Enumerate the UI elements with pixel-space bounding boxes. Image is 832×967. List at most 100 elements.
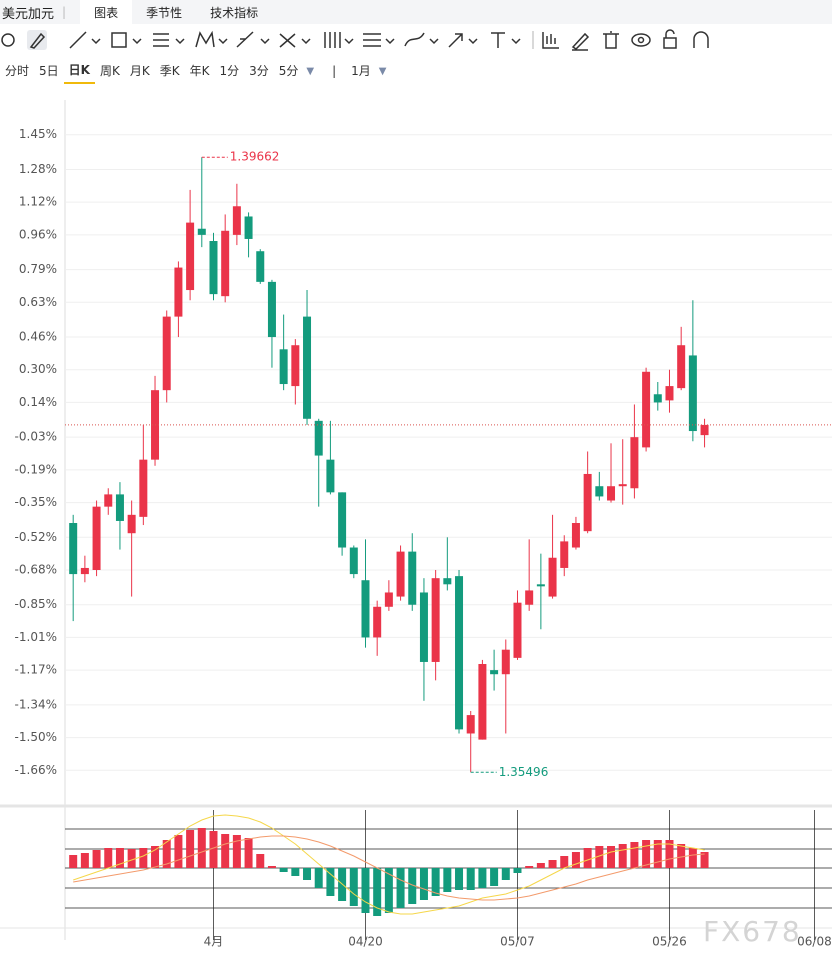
y-tick-label: -0.68% [15,563,57,577]
candle-body [490,670,499,675]
line-tool[interactable] [69,31,101,49]
dropdown-arrow[interactable]: ▼ [378,65,387,77]
fib-tool[interactable] [236,31,270,48]
macd-bar [326,868,335,896]
macd-bar [151,846,160,868]
period-option[interactable]: 分时 [5,64,30,78]
y-tick-label: -1.34% [15,697,57,711]
edit-tool[interactable] [571,32,590,51]
macd-bar [595,846,604,868]
candle-body [618,484,627,487]
macd-bar [642,840,651,868]
macd-bar [665,840,674,868]
period-option[interactable]: 5日 [39,64,59,78]
period-option[interactable]: 3分 [249,64,269,78]
macd-bar [571,852,580,868]
arrow-tool[interactable] [448,33,478,48]
candle-body [186,222,195,291]
macd-bar [653,840,662,868]
macd-bar [478,868,487,888]
candle-body [232,206,241,235]
macd-bar [525,866,534,868]
macd-bar [69,855,78,868]
candle-body [700,424,709,436]
pen-tool[interactable] [27,30,47,50]
candle-body [80,567,89,575]
macd-bar [618,844,627,868]
candle-body [174,267,183,317]
period-option[interactable]: 5分 [278,64,299,78]
macd-bar [256,854,265,868]
dropdown-arrow[interactable]: ▼ [306,65,315,77]
period-option[interactable]: 季K [159,64,180,78]
macd-bar [115,848,124,868]
visibility-tool[interactable] [631,33,651,47]
candle-body [279,349,288,385]
macd-bar [267,866,276,868]
period-option[interactable]: 周K [99,64,120,78]
macd-bar [688,848,697,868]
period-bar: 分时 5日 日K 周K 月K 季K 年K 1分 3分 5分 ▼ | 1月 ▼ [0,58,394,84]
measure-tool[interactable] [279,33,311,48]
lock-tool[interactable] [663,29,677,49]
x-tick-label: 06/08 [797,935,832,949]
pattern-tool[interactable] [195,30,228,48]
bars-tool[interactable] [324,32,354,48]
channel-tool[interactable] [153,33,185,47]
macd-bar [630,842,639,868]
macd-bar [221,834,230,868]
period-option[interactable]: 年K [189,64,210,78]
macd-bar [513,868,522,873]
macd-bar [303,868,312,880]
candle-body [419,592,428,662]
period-option[interactable]: 1分 [219,64,240,78]
candle-body [373,606,382,638]
candle-body [384,592,393,607]
candle-body [536,584,545,587]
macd-bar [127,849,136,868]
y-tick-label: 1.12% [19,195,57,209]
high-label: 1.39662 [230,150,280,164]
macd-bar [162,840,171,868]
macd-bar [384,868,393,913]
candle-body [560,541,569,568]
candle-body [291,345,300,387]
tab[interactable]: 图表 [80,0,133,25]
magnet-tool[interactable] [1,33,15,47]
x-tick-label: 05/26 [652,935,687,949]
tab[interactable]: 技术指标 [210,5,259,20]
y-tick-label: 0.30% [19,362,57,376]
tab[interactable]: 季节性 [146,5,183,20]
candle-body [607,486,616,501]
macd-bar [80,853,89,868]
macd-bar [677,844,686,868]
y-tick-label: -1.17% [15,663,57,677]
macd-bar [349,868,358,906]
chart-tool[interactable] [542,32,559,49]
y-tick-label: 0.14% [19,395,57,409]
magnet-snap-tool[interactable] [693,31,709,48]
period-option[interactable]: 1月 [351,64,371,78]
rect-tool[interactable] [111,32,142,48]
period-option[interactable]: 月K [129,64,150,78]
text-tool[interactable] [491,32,521,48]
candle-body [688,355,697,432]
delete-tool[interactable] [603,31,619,49]
y-tick-label: -0.03% [15,430,57,444]
macd-bar [174,835,183,868]
candle-body [326,459,335,493]
period-option[interactable]: 日K [63,58,95,84]
candle-body [653,394,662,403]
toolbar [1,29,709,51]
candle-body [583,473,592,532]
candle-body [466,715,475,734]
brush-tool[interactable] [404,32,439,47]
macd-bar [455,868,464,890]
dif-line [73,814,705,915]
candle-body [665,386,674,401]
macd-bar [244,838,253,868]
macd-bar [139,848,148,868]
range-tool[interactable] [363,33,395,47]
macd-bar [419,868,428,900]
